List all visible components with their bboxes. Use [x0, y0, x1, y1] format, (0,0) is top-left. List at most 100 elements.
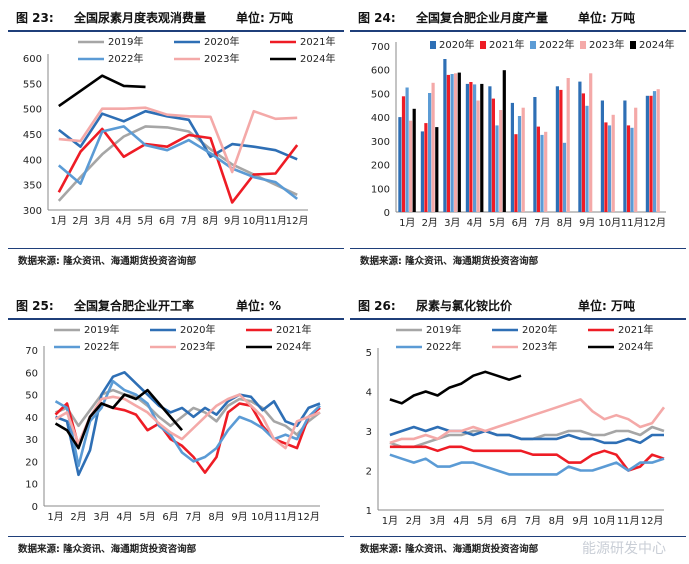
y-tick-label: 0 — [384, 208, 390, 219]
legend-label-2021: 2021年 — [300, 35, 335, 48]
legend-label-2022: 2022年 — [108, 52, 143, 65]
figure-number: 图 24: — [358, 11, 396, 25]
bar-2022 — [562, 142, 567, 212]
panel-urea-consumption: 图 23: 全国尿素月度表观消费量 单位: 万吨 2019年 2020年 2021年… — [8, 0, 344, 276]
chart-title: 全国尿素月度表观消费量 — [74, 11, 207, 25]
y-tick-label: 700 — [371, 42, 390, 53]
bar-2022 — [607, 125, 612, 212]
bar-2024 — [480, 83, 484, 213]
bar-2023 — [476, 100, 480, 212]
legend-label-2024: 2024年 — [276, 340, 311, 353]
series-line-2024 — [389, 370, 522, 405]
bar-2021 — [491, 98, 495, 212]
figure-number: 图 23: — [16, 11, 54, 25]
bar-2022 — [652, 91, 657, 212]
x-tick-label: 9月 — [231, 511, 247, 523]
figure-number: 图 26: — [358, 299, 396, 313]
bar-2024 — [412, 108, 416, 212]
bar-2022 — [540, 134, 544, 212]
y-tick-label: 600 — [371, 66, 390, 77]
legend-label-2024: 2024年 — [639, 38, 674, 51]
y-tick-label: 450 — [23, 130, 42, 141]
x-tick-label: 1月 — [399, 217, 415, 229]
bar-2021 — [559, 89, 563, 212]
x-tick-label: 4月 — [116, 215, 132, 227]
bar-2021 — [536, 126, 540, 212]
x-tick-label: 3月 — [94, 215, 110, 227]
x-tick-label: 2月 — [406, 515, 422, 527]
panel-footer: 数据来源: 隆众资讯、海通期货投资咨询部 — [350, 536, 686, 557]
x-tick-label: 7月 — [525, 515, 541, 527]
y-tick-label: 300 — [23, 206, 42, 217]
x-tick-label: 12月 — [641, 515, 664, 527]
legend-label-2021: 2021年 — [618, 323, 653, 336]
x-tick-label: 3月 — [444, 217, 460, 229]
chart-title: 全国复合肥企业开工率 — [74, 299, 195, 313]
bar-2023 — [431, 82, 435, 212]
x-tick-label: 5月 — [477, 515, 493, 527]
x-tick-label: 10月 — [251, 511, 274, 523]
legend-label-2023: 2023年 — [589, 38, 624, 51]
y-tick-label: 2 — [366, 467, 372, 478]
panel-compound-operating-rate: 图 25: 全国复合肥企业开工率 单位: % 2019年 2020年 2021年 20… — [8, 288, 344, 564]
y-tick-label: 300 — [371, 137, 390, 148]
bar-2020 — [488, 86, 492, 212]
x-tick-label: 7月 — [185, 511, 201, 523]
x-tick-label: 8月 — [208, 511, 224, 523]
legend-label-2020: 2020年 — [522, 323, 557, 336]
chart-urea-consumption: 2019年 2020年 2021年 2022年 2023年 2024年 300 350 400 4… — [23, 35, 336, 227]
bar-2022 — [585, 105, 589, 212]
bar-2024 — [502, 70, 506, 212]
bar-2020 — [555, 86, 559, 212]
x-tick-label: 11月 — [264, 215, 287, 227]
x-tick-label: 9月 — [224, 215, 240, 227]
bar-2023 — [544, 131, 548, 212]
series-line-2019 — [57, 125, 298, 202]
panel-urea-chloride-ratio: 图 26: 尿素与氯化铵比价 单位: 万吨 2019年 2020年 2021年 202… — [350, 288, 686, 564]
bar-2020 — [578, 81, 582, 212]
bar-2021 — [649, 95, 653, 212]
x-tick-label: 11月 — [617, 515, 640, 527]
bar-2022 — [405, 87, 409, 212]
data-source: 数据来源: 隆众资讯、海通期货投资咨询部 — [18, 544, 197, 555]
series-line-2020 — [389, 425, 664, 445]
x-tick-label: 4月 — [467, 217, 483, 229]
x-tick-label: 9月 — [579, 217, 595, 229]
legend-swatch-2022 — [530, 41, 536, 49]
y-tick-label: 40 — [25, 413, 38, 424]
bar-2021 — [469, 82, 473, 212]
data-source: 数据来源: 隆众资讯、海通期货投资咨询部 — [18, 256, 197, 267]
y-tick-label: 70 — [25, 346, 38, 357]
x-tick-label: 7月 — [534, 217, 550, 229]
bar-2023 — [454, 73, 458, 212]
panel-header: 图 23: 全国尿素月度表观消费量 单位: 万吨 — [8, 4, 344, 32]
y-tick-label: 10 — [25, 480, 38, 491]
series-line-2024 — [58, 74, 146, 108]
x-tick-label: 5月 — [489, 217, 505, 229]
bar-2021 — [401, 96, 406, 212]
bar-2020 — [533, 97, 537, 212]
y-tick-label: 60 — [25, 368, 38, 379]
bar-2021 — [626, 125, 631, 212]
bar-2023 — [566, 78, 570, 212]
panel-footer: 数据来源: 隆众资讯、海通期货投资咨询部 — [8, 536, 344, 557]
series-line-2021 — [57, 127, 299, 204]
x-tick-label: 5月 — [139, 511, 155, 523]
legend-label-2023: 2023年 — [522, 340, 557, 353]
bar-2020 — [623, 100, 627, 212]
bar-2023 — [499, 110, 503, 212]
bar-2021 — [581, 93, 585, 212]
bar-2020 — [443, 59, 447, 212]
legend-label-2023: 2023年 — [204, 52, 239, 65]
y-tick-label: 350 — [23, 181, 42, 192]
y-tick-label: 400 — [371, 113, 390, 124]
x-tick-label: 6月 — [162, 511, 178, 523]
bar-2020 — [510, 102, 514, 212]
series-line-2021 — [389, 445, 665, 472]
bar-2020 — [398, 117, 402, 212]
bar-2023 — [656, 89, 660, 212]
bar-2023 — [634, 107, 638, 212]
x-tick-label: 1月 — [47, 511, 63, 523]
x-tick-label: 8月 — [549, 515, 565, 527]
chart-unit: 单位: 万吨 — [578, 11, 635, 25]
